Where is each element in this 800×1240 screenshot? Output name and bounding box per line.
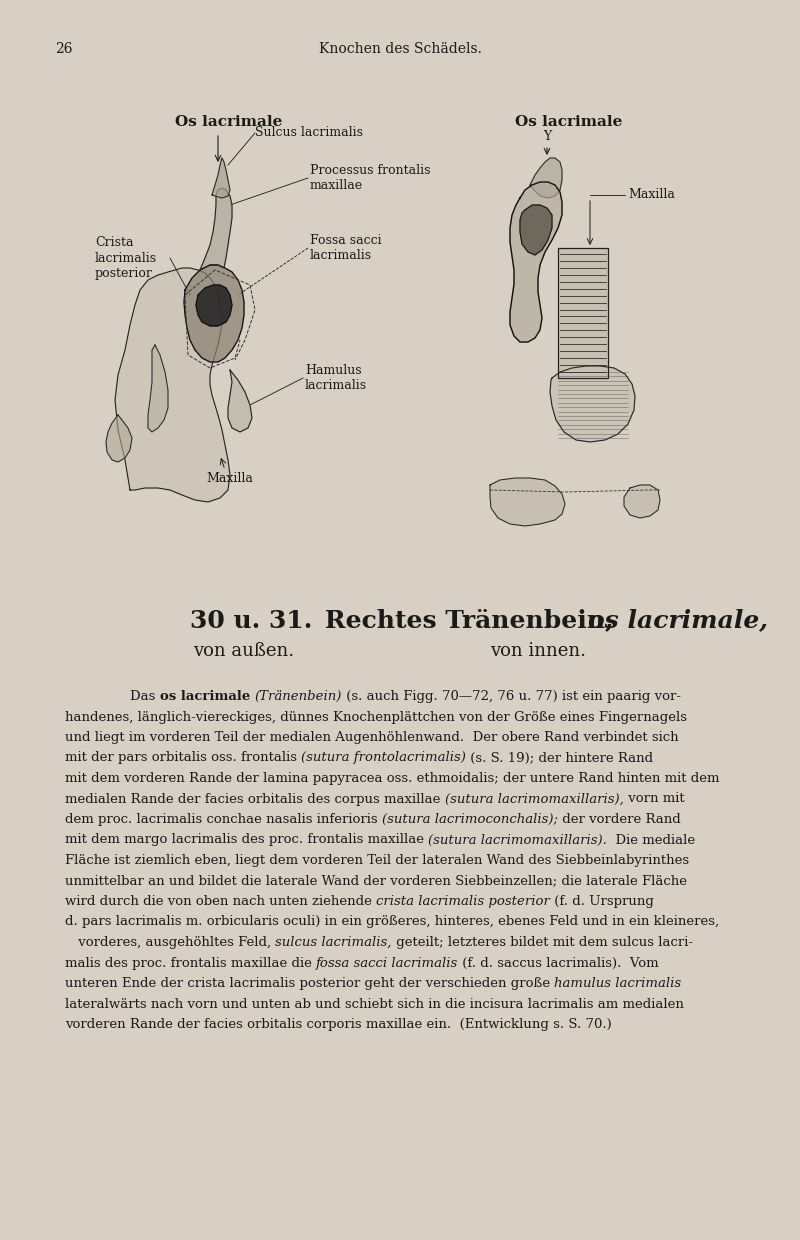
Text: Das: Das bbox=[130, 689, 160, 703]
Text: Processus frontalis
maxillae: Processus frontalis maxillae bbox=[310, 164, 430, 192]
Polygon shape bbox=[624, 485, 660, 518]
Text: (s. auch Figg. 70—72, 76 u. 77) ist ein paarig vor-: (s. auch Figg. 70—72, 76 u. 77) ist ein … bbox=[342, 689, 681, 703]
Text: (f. d. saccus lacrimalis).  Vom: (f. d. saccus lacrimalis). Vom bbox=[458, 956, 659, 970]
Bar bbox=[558, 248, 608, 378]
Polygon shape bbox=[106, 415, 132, 463]
Text: Knochen des Schädels.: Knochen des Schädels. bbox=[318, 42, 482, 56]
Text: 30 u. 31. Rechtes Tränenbein,: 30 u. 31. Rechtes Tränenbein, bbox=[190, 608, 626, 632]
Text: vorderes, ausgehöhltes Feld,: vorderes, ausgehöhltes Feld, bbox=[65, 936, 275, 949]
Text: Os lacrimale: Os lacrimale bbox=[515, 115, 622, 129]
Text: von innen.: von innen. bbox=[490, 642, 586, 660]
Text: Y: Y bbox=[543, 130, 551, 143]
Polygon shape bbox=[184, 265, 244, 362]
Polygon shape bbox=[550, 366, 635, 441]
Text: Hamulus
lacrimalis: Hamulus lacrimalis bbox=[305, 365, 367, 392]
Text: vorn mit: vorn mit bbox=[623, 792, 684, 806]
Text: Maxilla: Maxilla bbox=[628, 188, 675, 201]
Text: Die mediale: Die mediale bbox=[607, 833, 695, 847]
Text: geteilt; letzteres bildet mit dem sulcus lacri-: geteilt; letzteres bildet mit dem sulcus… bbox=[392, 936, 693, 949]
Text: unmittelbar an und bildet die laterale Wand der vorderen Siebbeinzellen; die lat: unmittelbar an und bildet die laterale W… bbox=[65, 874, 687, 888]
Text: mit dem margo lacrimalis des proc. frontalis maxillae: mit dem margo lacrimalis des proc. front… bbox=[65, 833, 428, 847]
Text: handenes, länglich-viereckiges, dünnes Knochenplättchen von der Größe eines Fing: handenes, länglich-viereckiges, dünnes K… bbox=[65, 711, 687, 723]
Polygon shape bbox=[520, 205, 552, 255]
Text: unteren Ende der crista lacrimalis posterior geht der verschieden große: unteren Ende der crista lacrimalis poste… bbox=[65, 977, 554, 990]
Polygon shape bbox=[196, 285, 232, 326]
Text: Os lacrimale: Os lacrimale bbox=[175, 115, 282, 129]
Text: Fläche ist ziemlich eben, liegt dem vorderen Teil der lateralen Wand des Siebbei: Fläche ist ziemlich eben, liegt dem vord… bbox=[65, 854, 689, 867]
Text: Fossa sacci
lacrimalis: Fossa sacci lacrimalis bbox=[310, 234, 382, 262]
Polygon shape bbox=[510, 182, 562, 342]
Text: medialen Rande der facies orbitalis des corpus maxillae: medialen Rande der facies orbitalis des … bbox=[65, 792, 445, 806]
Text: Maxilla: Maxilla bbox=[206, 472, 254, 485]
Text: (sutura frontolacrimalis): (sutura frontolacrimalis) bbox=[302, 751, 466, 765]
Text: d. pars lacrimalis m. orbicularis oculi) in ein größeres, hinteres, ebenes Feld : d. pars lacrimalis m. orbicularis oculi)… bbox=[65, 915, 719, 929]
Text: (sutura lacrimomaxillaris),: (sutura lacrimomaxillaris), bbox=[445, 792, 623, 806]
Text: von außen.: von außen. bbox=[193, 642, 294, 660]
Text: der vordere Rand: der vordere Rand bbox=[558, 813, 681, 826]
Text: (f. d. Ursprung: (f. d. Ursprung bbox=[550, 895, 654, 908]
Text: und liegt im vorderen Teil der medialen Augenhöhlenwand.  Der obere Rand verbind: und liegt im vorderen Teil der medialen … bbox=[65, 732, 678, 744]
Text: (s. S. 19); der hintere Rand: (s. S. 19); der hintere Rand bbox=[466, 751, 654, 765]
Polygon shape bbox=[148, 345, 168, 432]
Text: dem proc. lacrimalis conchae nasalis inferioris: dem proc. lacrimalis conchae nasalis inf… bbox=[65, 813, 382, 826]
Text: fossa sacci lacrimalis: fossa sacci lacrimalis bbox=[316, 956, 458, 970]
Text: vorderen Rande der facies orbitalis corporis maxillae ein.  (Entwicklung s. S. 7: vorderen Rande der facies orbitalis corp… bbox=[65, 1018, 612, 1030]
Polygon shape bbox=[530, 157, 562, 198]
Polygon shape bbox=[115, 268, 230, 502]
Text: Sulcus lacrimalis: Sulcus lacrimalis bbox=[255, 126, 363, 140]
Text: hamulus lacrimalis: hamulus lacrimalis bbox=[554, 977, 682, 990]
Polygon shape bbox=[490, 477, 565, 526]
Text: os lacrimale: os lacrimale bbox=[160, 689, 250, 703]
Text: 26: 26 bbox=[55, 42, 73, 56]
Text: mit der pars orbitalis oss. frontalis: mit der pars orbitalis oss. frontalis bbox=[65, 751, 302, 765]
Text: (sutura lacrimoconchalis);: (sutura lacrimoconchalis); bbox=[382, 813, 558, 826]
Polygon shape bbox=[200, 188, 232, 270]
Text: malis des proc. frontalis maxillae die: malis des proc. frontalis maxillae die bbox=[65, 956, 316, 970]
Text: os lacrimale,: os lacrimale, bbox=[588, 608, 768, 632]
Text: mit dem vorderen Rande der lamina papyracea oss. ethmoidalis; der untere Rand hi: mit dem vorderen Rande der lamina papyra… bbox=[65, 773, 719, 785]
Text: lateralwärts nach vorn und unten ab und schiebt sich in die incisura lacrimalis : lateralwärts nach vorn und unten ab und … bbox=[65, 997, 684, 1011]
Text: (sutura lacrimomaxillaris).: (sutura lacrimomaxillaris). bbox=[428, 833, 607, 847]
Text: sulcus lacrimalis,: sulcus lacrimalis, bbox=[275, 936, 392, 949]
Polygon shape bbox=[228, 370, 252, 432]
Text: crista lacrimalis posterior: crista lacrimalis posterior bbox=[376, 895, 550, 908]
Text: Crista
lacrimalis
posterior: Crista lacrimalis posterior bbox=[95, 237, 157, 279]
Text: wird durch die von oben nach unten ziehende: wird durch die von oben nach unten ziehe… bbox=[65, 895, 376, 908]
Text: (Tränenbein): (Tränenbein) bbox=[254, 689, 342, 703]
Polygon shape bbox=[212, 157, 230, 198]
